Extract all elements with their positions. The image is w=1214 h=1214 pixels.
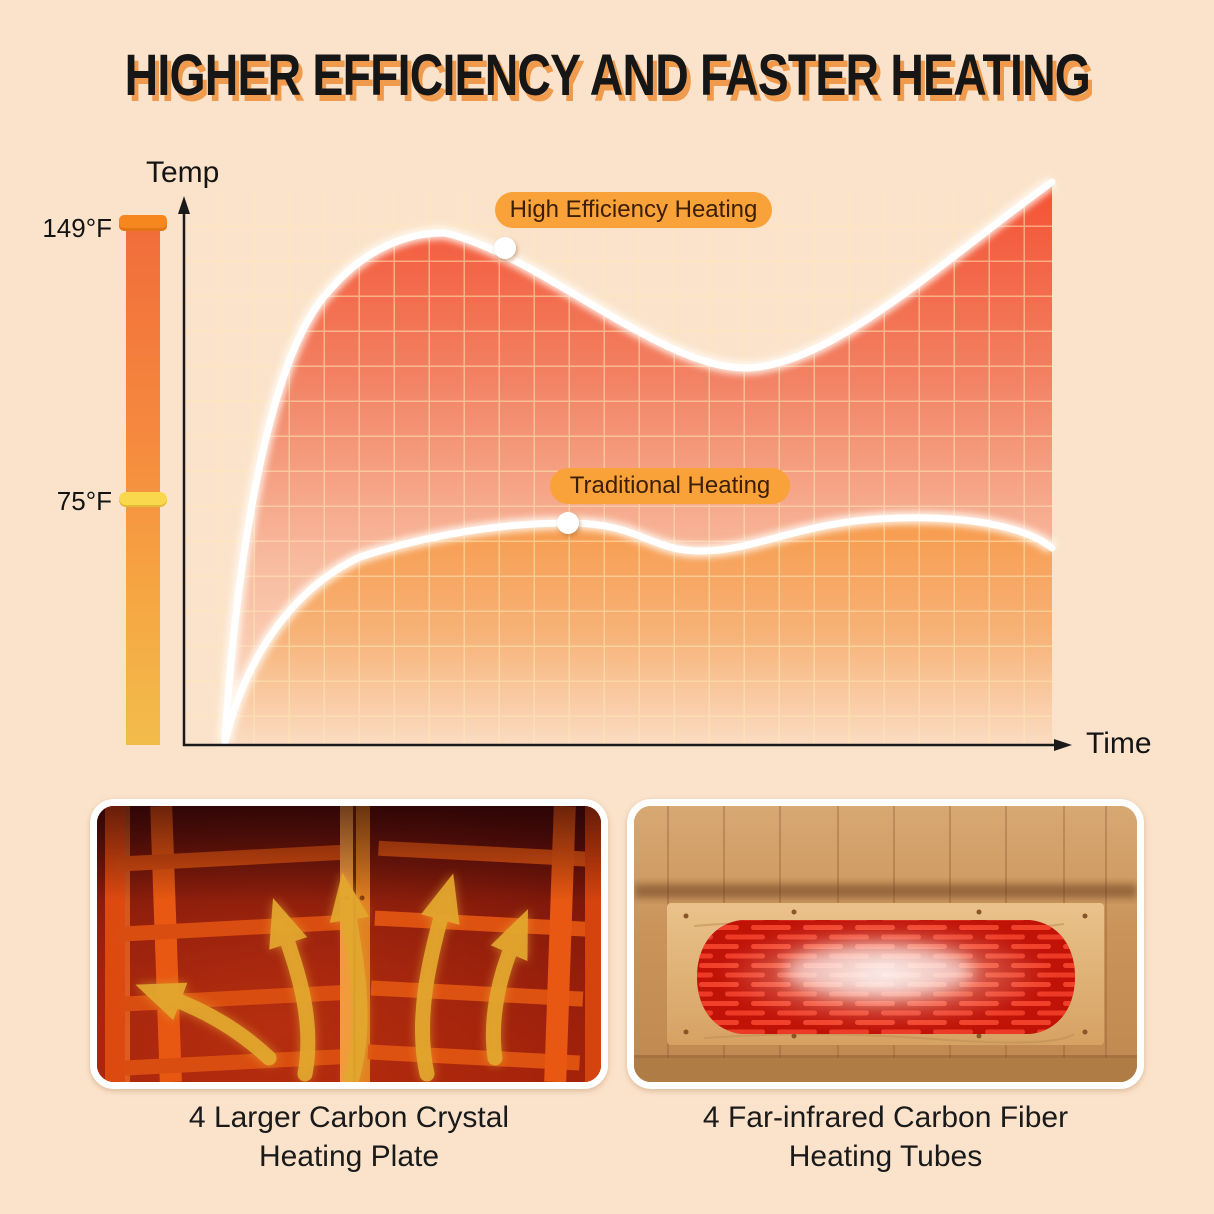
x-axis-arrowhead (1054, 739, 1072, 751)
page-title: HIGHER EFFICIENCY AND FASTER HEATING (124, 43, 1090, 108)
temperature-time-chart (178, 176, 1072, 751)
high-efficiency-marker-dot (494, 237, 516, 259)
caption-line: 4 Larger Carbon Crystal (188, 1101, 510, 1134)
heating-tubes-photo (627, 799, 1144, 1089)
axes (182, 210, 1058, 747)
y-tick-75f: 75°F (56, 486, 112, 516)
y-tick-149f: 149°F (42, 213, 112, 243)
y-axis-title: Temp (146, 156, 220, 189)
thermometer-cap (119, 215, 167, 231)
board-screws (683, 909, 1088, 1039)
heating-tubes-illustration (634, 806, 1137, 1082)
high-efficiency-curve (221, 178, 1056, 746)
y-axis-arrowhead (178, 196, 190, 214)
heating-plate-photo (90, 799, 608, 1089)
x-axis-title: Time (1086, 727, 1152, 760)
shelf-shadow (634, 884, 1137, 898)
caption-line: Heating Plate (258, 1140, 440, 1173)
series-label-high-efficiency: High Efficiency Heating (495, 192, 772, 228)
caption-heating-plate: 4 Larger Carbon Crystal Heating Plate (90, 1098, 608, 1176)
heating-plate-illustration (97, 806, 601, 1082)
heating-tube-grille (697, 920, 1075, 1034)
thermometer-75f-band (119, 492, 167, 507)
thermometer-bar (126, 226, 160, 745)
caption-heating-tubes: 4 Far-infrared Carbon Fiber Heating Tube… (627, 1098, 1144, 1176)
traditional-marker-dot (557, 512, 579, 534)
caption-line: 4 Far-infrared Carbon Fiber (702, 1101, 1069, 1134)
caption-line: Heating Tubes (788, 1140, 983, 1173)
traditional-curve (221, 514, 1056, 746)
grille-hot-glow (719, 922, 1049, 1026)
series-label-traditional: Traditional Heating (550, 468, 790, 504)
